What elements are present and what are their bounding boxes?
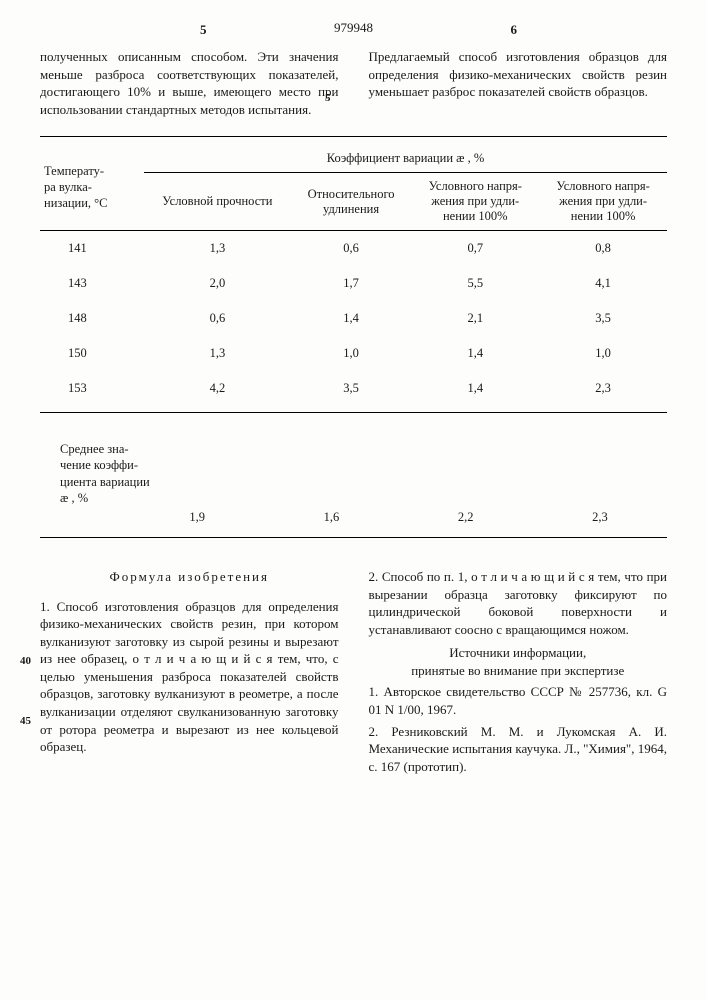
table-row: 141 1,3 0,6 0,7 0,8 <box>40 231 667 267</box>
table-header-temperature: Температу- ра вулка- низации, °С <box>40 145 144 231</box>
cell: 5,5 <box>411 266 539 301</box>
average-row: Среднее зна- чение коэффи- циента вариац… <box>40 441 667 525</box>
sources-title: Источники информации, принятые во вниман… <box>369 644 668 679</box>
cell-temp: 148 <box>40 301 144 336</box>
line-marker-45: 45 <box>20 715 31 727</box>
cell: 1,3 <box>144 336 291 371</box>
table-row: 143 2,0 1,7 5,5 4,1 <box>40 266 667 301</box>
cell: 2,0 <box>144 266 291 301</box>
claim-2: 2. Способ по п. 1, о т л и ч а ю щ и й с… <box>369 568 668 638</box>
average-values: 1,9 1,6 2,2 2,3 <box>40 510 667 525</box>
cell: 0,8 <box>539 231 667 267</box>
cell-temp: 143 <box>40 266 144 301</box>
bottom-right-column: 2. Способ по п. 1, о т л и ч а ю щ и й с… <box>369 568 668 775</box>
variation-coefficient-table: Температу- ра вулка- низации, °С Коэффиц… <box>40 145 667 406</box>
cell: 0,7 <box>411 231 539 267</box>
cell: 3,5 <box>291 371 412 406</box>
top-two-column-text: полученных описанным способом. Эти значе… <box>40 48 667 118</box>
line-marker-40: 40 <box>20 655 31 667</box>
cell: 1,0 <box>291 336 412 371</box>
cell-temp: 153 <box>40 371 144 406</box>
table-header-col-2: Относительного удлинения <box>291 173 412 231</box>
avg-value: 1,9 <box>130 510 264 525</box>
table-row: 148 0,6 1,4 2,1 3,5 <box>40 301 667 336</box>
table-bottom-rule <box>40 537 667 538</box>
table-row: 153 4,2 3,5 1,4 2,3 <box>40 371 667 406</box>
table-mid-rule <box>40 412 667 413</box>
cell: 1,4 <box>411 336 539 371</box>
avg-value: 1,6 <box>264 510 398 525</box>
average-label: Среднее зна- чение коэффи- циента вариац… <box>40 441 667 506</box>
table-header-col-4: Условного напря- жения при удли- нении 1… <box>539 173 667 231</box>
avg-value: 2,2 <box>399 510 533 525</box>
line-marker-5: 5 <box>325 92 331 104</box>
cell: 0,6 <box>144 301 291 336</box>
cell: 2,1 <box>411 301 539 336</box>
table-header-col-3: Условного напря- жения при удли- нении 1… <box>411 173 539 231</box>
bottom-left-column: Формула изобретения 1. Способ изготовлен… <box>40 568 339 775</box>
cell-temp: 150 <box>40 336 144 371</box>
source-2: 2. Резниковский М. М. и Лукомская А. И. … <box>369 723 668 776</box>
avg-value: 2,3 <box>533 510 667 525</box>
cell: 3,5 <box>539 301 667 336</box>
cell-temp: 141 <box>40 231 144 267</box>
bottom-two-column-text: Формула изобретения 1. Способ изготовлен… <box>40 568 667 775</box>
table-row: 150 1,3 1,0 1,4 1,0 <box>40 336 667 371</box>
document-number: 979948 <box>334 20 373 36</box>
cell: 4,1 <box>539 266 667 301</box>
cell: 1,3 <box>144 231 291 267</box>
cell: 4,2 <box>144 371 291 406</box>
top-right-paragraph: Предлагаемый способ изготовления образцо… <box>369 48 668 118</box>
column-marker-left: 5 <box>200 22 207 38</box>
cell: 2,3 <box>539 371 667 406</box>
table-top-rule <box>40 136 667 137</box>
table-header-group: Коэффициент вариации æ , % <box>144 145 667 173</box>
cell: 1,4 <box>291 301 412 336</box>
cell: 1,7 <box>291 266 412 301</box>
source-1: 1. Авторское свидетельство СССР № 257736… <box>369 683 668 718</box>
cell: 0,6 <box>291 231 412 267</box>
table-header-col-1: Условной прочности <box>144 173 291 231</box>
cell: 1,0 <box>539 336 667 371</box>
column-marker-right: 6 <box>511 22 518 38</box>
formula-title: Формула изобретения <box>40 568 339 586</box>
top-left-paragraph: полученных описанным способом. Эти значе… <box>40 48 339 118</box>
cell: 1,4 <box>411 371 539 406</box>
claim-1: 1. Способ изготовления образцов для опре… <box>40 598 339 756</box>
